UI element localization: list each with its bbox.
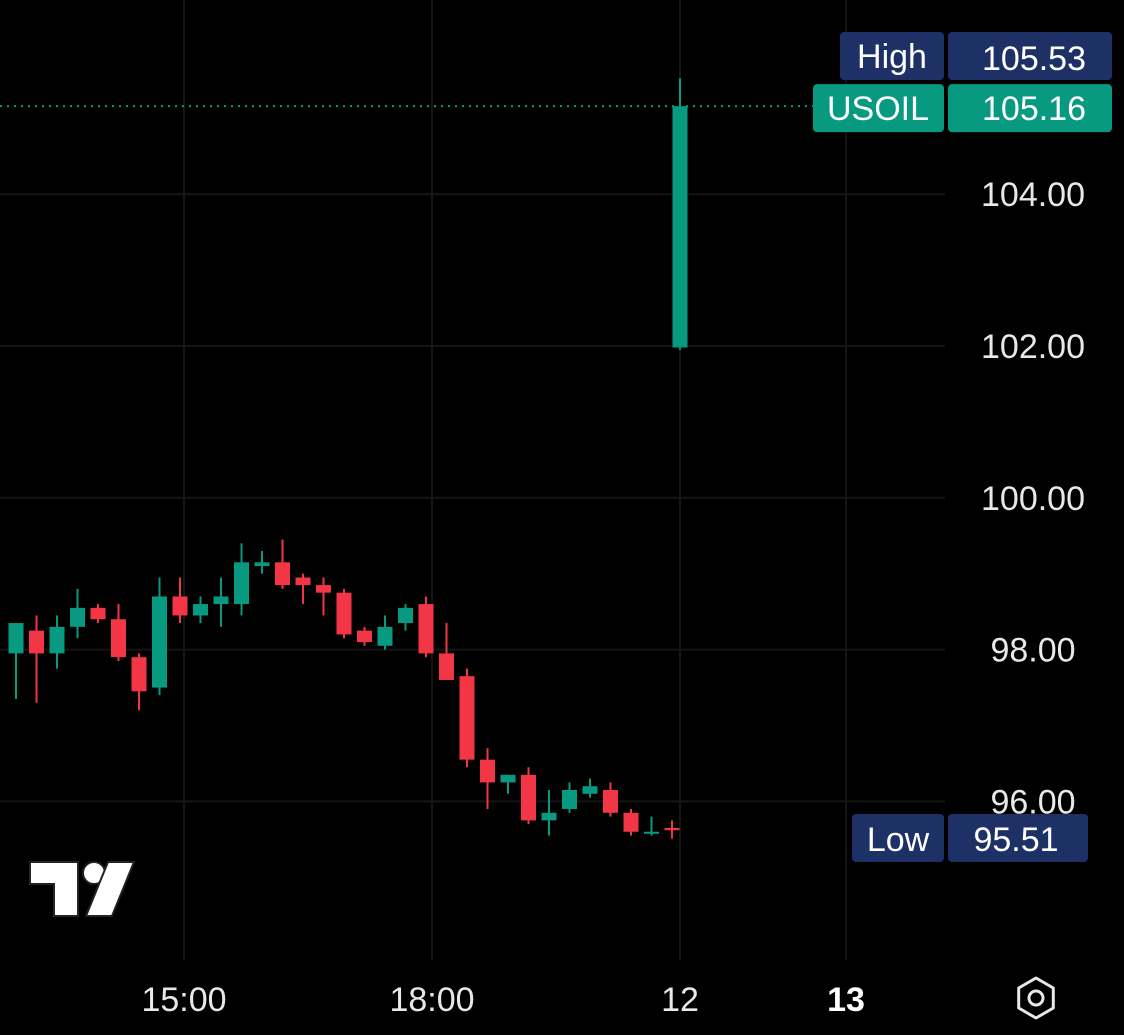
- candle-body: [623, 812, 639, 832]
- candle: [316, 577, 331, 616]
- high-tag-value: 105.53: [982, 40, 1086, 78]
- candle-body: [500, 774, 516, 783]
- time-axis[interactable]: 15:00 18:00 12 13: [141, 981, 864, 1019]
- candle: [357, 626, 372, 646]
- candle: [377, 615, 393, 650]
- candle-body: [111, 619, 126, 658]
- price-tick-label: 104.00: [981, 176, 1085, 214]
- symbol-tag-bg: [813, 84, 944, 133]
- candle-body: [90, 607, 106, 620]
- candle: [131, 653, 147, 711]
- tradingview-logo[interactable]: [29, 861, 136, 917]
- candle-body: [336, 592, 352, 635]
- candle-body: [8, 623, 24, 654]
- candle-body: [480, 759, 495, 783]
- candle-body: [234, 562, 249, 605]
- candle: [152, 577, 167, 696]
- candle-body: [398, 607, 413, 624]
- candle: [336, 588, 352, 639]
- candle: [398, 604, 413, 631]
- candle-body: [213, 596, 229, 605]
- candle-body: [562, 790, 577, 809]
- settings-icon[interactable]: [1017, 976, 1055, 1020]
- price-tick-label: 100.00: [981, 480, 1085, 518]
- time-tick-label: 13: [827, 981, 865, 1019]
- candle-body: [418, 604, 434, 654]
- candle-body: [664, 827, 680, 831]
- symbol-tag-label: USOIL: [827, 90, 929, 128]
- candle: [90, 604, 106, 624]
- candle: [49, 615, 65, 669]
- candle: [521, 767, 536, 825]
- candles: [8, 78, 688, 839]
- candle-body: [541, 812, 557, 821]
- candle-body: [582, 786, 598, 794]
- candle-body: [295, 577, 311, 586]
- candle-body: [377, 626, 393, 646]
- candle-body: [316, 585, 331, 593]
- candle-body: [131, 657, 147, 692]
- candle: [664, 820, 680, 839]
- candle-body: [644, 831, 659, 834]
- last-price-tag: USOIL 105.16: [813, 84, 1112, 133]
- time-tick-label: 12: [661, 981, 699, 1019]
- candle-body: [172, 596, 188, 616]
- candle-body: [152, 596, 167, 688]
- candle-body: [29, 630, 44, 654]
- candle: [439, 623, 454, 680]
- low-tag: Low 95.51: [852, 814, 1088, 862]
- candle: [213, 577, 229, 627]
- candle: [418, 596, 434, 658]
- price-tick-label: 98.00: [990, 632, 1075, 670]
- candle: [275, 539, 290, 589]
- candle-body: [193, 604, 208, 616]
- candle: [672, 78, 688, 350]
- candle-body: [254, 562, 270, 567]
- candle: [254, 550, 270, 574]
- candle: [541, 790, 557, 836]
- candle-body: [49, 626, 65, 654]
- candle: [480, 748, 495, 809]
- candle: [623, 808, 639, 836]
- candle-body: [603, 790, 618, 813]
- candle: [8, 623, 24, 699]
- high-tag-value-bg: [948, 32, 1112, 80]
- last-price-tag-bg: [948, 84, 1112, 133]
- candle-body: [521, 774, 536, 821]
- candle: [70, 588, 85, 639]
- high-tag-label-bg: [840, 32, 944, 80]
- low-tag-value: 95.51: [973, 821, 1058, 859]
- time-tick-label: 15:00: [141, 981, 226, 1019]
- candle: [603, 782, 618, 817]
- chart-grid: [0, 0, 945, 960]
- candle-body: [357, 630, 372, 643]
- time-tick-label: 18:00: [389, 981, 474, 1019]
- candle: [562, 782, 577, 813]
- candle-body: [70, 607, 85, 627]
- candle: [234, 543, 249, 616]
- high-tag: High 105.53: [840, 32, 1112, 80]
- last-price-value: 105.16: [982, 90, 1086, 128]
- candle-body: [275, 562, 290, 586]
- candle: [172, 577, 188, 624]
- candle-body: [672, 106, 688, 348]
- low-tag-label: Low: [867, 821, 930, 859]
- price-tick-label: 102.00: [981, 328, 1085, 366]
- candle: [111, 604, 126, 661]
- candle: [29, 615, 44, 703]
- candle-body: [459, 676, 475, 760]
- candle: [644, 816, 659, 836]
- candle-body: [439, 653, 454, 680]
- high-tag-label: High: [857, 38, 927, 76]
- low-tag-value-bg: [948, 814, 1088, 862]
- candle: [582, 778, 598, 798]
- candle: [193, 596, 208, 624]
- candle: [295, 573, 311, 605]
- candle: [459, 668, 475, 768]
- low-tag-label-bg: [852, 814, 944, 862]
- candle: [500, 774, 516, 794]
